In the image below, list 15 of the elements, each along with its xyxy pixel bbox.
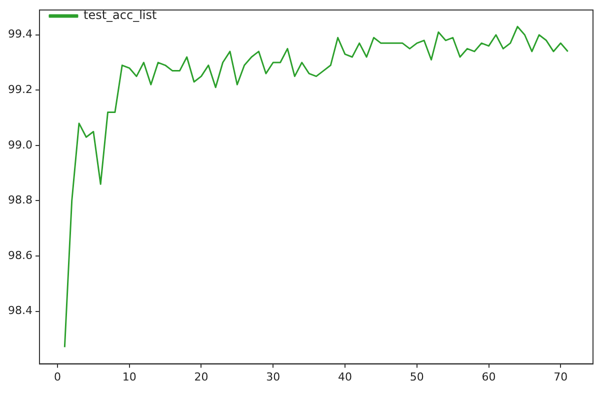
x-tick-label: 40	[338, 370, 352, 384]
y-tick-label: 98.6	[8, 248, 32, 262]
x-tick-label: 30	[266, 370, 280, 384]
y-tick-label: 98.4	[8, 304, 32, 318]
x-tick-label: 0	[54, 370, 61, 384]
y-tick-label: 99.4	[8, 28, 32, 41]
x-tick-label: 20	[194, 370, 208, 384]
x-tick-label: 60	[482, 370, 496, 384]
y-tick-label: 99.0	[8, 138, 32, 152]
y-tick-label: 98.8	[8, 194, 32, 207]
x-tick-label: 70	[554, 370, 568, 384]
y-tick-label: 99.2	[8, 83, 32, 96]
x-tick-label: 10	[122, 370, 136, 384]
legend-label: test_acc_list	[83, 8, 158, 22]
x-tick-label: 50	[410, 370, 424, 384]
